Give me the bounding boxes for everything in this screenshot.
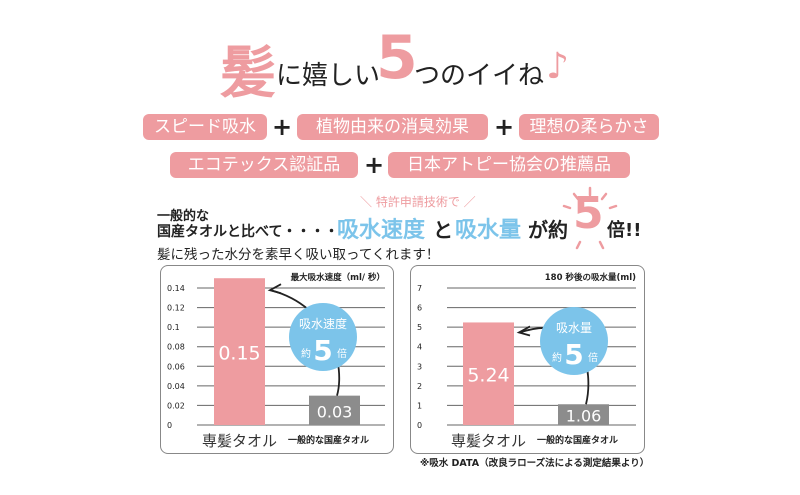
y-tick-label: 0.06 — [167, 362, 185, 371]
feature-badge: スピード吸水 — [143, 114, 267, 140]
feature-badge: 日本アトピー協会の推薦品 — [388, 152, 630, 178]
bar-value-label: 0.03 — [317, 402, 353, 421]
feature-badge: 植物由来の消臭効果 — [297, 114, 488, 140]
plus-icon: + — [494, 113, 515, 141]
bar — [463, 322, 514, 425]
chart-title: 180 秒後の吸水量(ml) — [545, 272, 636, 283]
y-tick-label: 5 — [417, 323, 422, 332]
badge-circle — [540, 307, 608, 375]
y-tick-label: 0.1 — [167, 323, 180, 332]
y-tick-label: 0.14 — [167, 284, 185, 293]
bar-value-label: 1.06 — [566, 407, 602, 426]
bar-value-label: 0.15 — [218, 343, 260, 365]
y-tick-label: 0.12 — [167, 304, 185, 313]
badge-yaku: 約 — [552, 351, 562, 364]
category-label: 専髪タオル — [202, 432, 277, 450]
y-tick-label: 4 — [417, 343, 422, 352]
category-label: 専髪タオル — [451, 432, 526, 450]
bar — [214, 278, 265, 425]
bar — [309, 395, 360, 425]
amount-chart-svg: 0 1 2 3 4 5 6 7 180 秒後の吸水量(ml) 5.24 1.06 専髪タオル 一般的な国… — [417, 272, 636, 450]
feature-badge: 理想の柔らかさ — [519, 114, 659, 140]
headline-part2: つのイイね — [414, 61, 545, 91]
plus-icon: + — [364, 151, 385, 179]
category-label: 一般的な国産タオル — [537, 434, 618, 446]
y-tick-label: 0 — [417, 421, 422, 430]
speed-highlight: 吸水速度 — [337, 218, 426, 243]
y-tick-label: 0 — [167, 421, 172, 430]
y-tick-label: 3 — [417, 362, 422, 371]
plus-icon: + — [272, 113, 293, 141]
arrow-head-icon — [516, 325, 531, 337]
y-tick-label: 1 — [417, 401, 422, 410]
speed-chart-svg: 0 0.02 0.04 0.06 0.08 0.1 0.12 0.14 最大吸水速度（ml/ 秒… — [167, 272, 385, 450]
badge-bai: 倍 — [337, 347, 347, 360]
music-note-icon: ♪ — [546, 46, 569, 87]
speed-chart: 0 0.02 0.04 0.06 0.08 0.1 0.12 0.14 最大吸水速度（ml/ 秒… — [160, 265, 394, 454]
badge-number: 5 — [313, 334, 332, 367]
intro-bai: 倍!! — [607, 220, 642, 241]
badge-circle — [289, 303, 357, 371]
burst-icon — [562, 186, 618, 250]
y-tick-label: 0.04 — [167, 382, 185, 391]
badge-text: 吸水量 — [556, 321, 592, 335]
y-tick-label: 7 — [417, 284, 422, 293]
amount-chart: 0 1 2 3 4 5 6 7 180 秒後の吸水量(ml) 5.24 1.06 専髪タオル 一般的な国… — [410, 265, 645, 454]
y-tick-label: 0.08 — [167, 343, 185, 352]
badge-text: 吸水速度 — [299, 316, 347, 331]
headline-part1: に嬉しい — [276, 61, 381, 91]
chart-title: 最大吸水速度（ml/ 秒） — [291, 272, 385, 283]
feature-badge: エコテックス認証品 — [170, 152, 358, 178]
headline-kami: 髪 — [220, 41, 276, 106]
headline-five: 5 — [376, 23, 418, 93]
arrow-head-icon — [267, 283, 282, 295]
patent-note: ＼ 特許申請技術で ／ — [360, 195, 476, 209]
intro-line1: 一般的な — [157, 209, 210, 224]
intro-line3: 髪に残った水分を素早く吸い取ってくれます！ — [157, 247, 440, 263]
intro-to: と — [433, 218, 453, 242]
patent-text: 特許申請技術で — [375, 195, 460, 209]
y-tick-label: 0.02 — [167, 401, 185, 410]
y-tick-label: 6 — [417, 304, 422, 313]
badge-bai: 倍 — [588, 351, 598, 364]
bar-value-label: 5.24 — [467, 365, 509, 387]
intro-five: 5 — [573, 188, 604, 239]
category-label: 一般的な国産タオル — [288, 434, 369, 446]
badge-number: 5 — [564, 338, 583, 371]
intro-line2: 国産タオルと比べて・・・・ — [157, 224, 339, 240]
y-tick-label: 2 — [417, 382, 422, 391]
bar — [558, 404, 609, 425]
badge-yaku: 約 — [301, 347, 311, 360]
intro-ga-yaku: が約 — [528, 218, 568, 242]
amount-highlight: 吸水量 — [455, 218, 522, 243]
footnote: ※吸水 DATA（改良ラローズ法による測定結果より） — [420, 458, 650, 469]
